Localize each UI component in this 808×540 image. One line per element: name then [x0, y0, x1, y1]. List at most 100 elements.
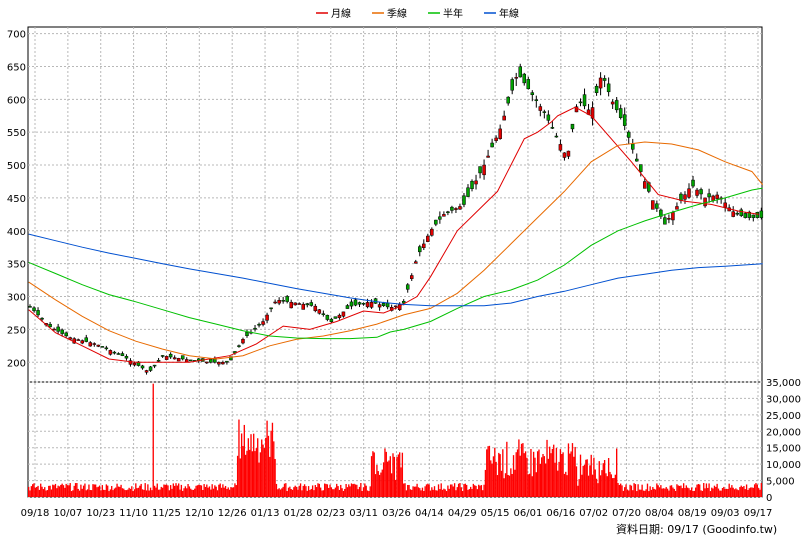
volume-bar [362, 487, 365, 497]
volume-bar [113, 488, 116, 497]
volume-bar [124, 490, 126, 497]
candle-body [377, 304, 382, 308]
volume-bar [305, 486, 307, 497]
candle-body [353, 299, 358, 306]
volume-bar [76, 483, 78, 497]
volume-bar [350, 483, 353, 497]
volume-bar [563, 473, 566, 497]
volume-bar [701, 490, 704, 497]
candle-body [743, 213, 748, 218]
volume-bar [658, 487, 661, 497]
volume-bar [441, 489, 444, 497]
volume-bar [729, 487, 732, 497]
volume-bar [313, 490, 315, 497]
candle-body [120, 353, 125, 356]
price-tick-label-0: 200 [7, 358, 26, 369]
volume-bar [578, 479, 580, 497]
volume-bar [77, 488, 79, 497]
price-tick-label-8: 600 [7, 95, 26, 106]
x-tick-label-10: 03/11 [349, 508, 378, 519]
volume-bar [480, 485, 483, 497]
candle-body [639, 164, 643, 172]
volume-bar [570, 451, 572, 497]
volume-bar [186, 488, 188, 497]
volume-bar [250, 434, 252, 497]
volume-bar [148, 490, 150, 497]
price-tick-label-9: 650 [7, 62, 26, 73]
volume-bar [744, 489, 746, 497]
volume-bar [453, 483, 456, 497]
volume-bar [526, 457, 528, 497]
volume-bar [444, 489, 446, 497]
x-tick-label-12: 04/14 [415, 508, 444, 519]
volume-bar [425, 484, 428, 497]
volume-bar [117, 486, 120, 497]
volume-bar [61, 483, 63, 497]
volume-bar [274, 458, 276, 497]
volume-bar [719, 490, 721, 497]
volume-bar [366, 490, 369, 497]
candle-body [52, 328, 56, 331]
volume-bar [669, 485, 671, 497]
x-tick-label-19: 08/04 [645, 508, 674, 519]
volume-bar [587, 475, 590, 497]
volume-bar [85, 490, 87, 497]
volume-bar [467, 489, 469, 497]
volume-bar [303, 484, 306, 497]
candle-body [152, 364, 157, 367]
volume-bar [298, 485, 300, 497]
volume-bar [535, 472, 537, 497]
candle-body [277, 300, 281, 304]
volume-bar [553, 444, 555, 497]
volume-bar [36, 486, 38, 497]
volume-bar [506, 441, 508, 497]
volume-bar [597, 483, 599, 497]
volume-bar [263, 448, 266, 497]
volume-bar [605, 473, 607, 497]
volume-bar [60, 484, 62, 497]
price-tick-label-5: 450 [7, 194, 26, 205]
volume-bar [550, 453, 552, 497]
volume-bar [459, 483, 461, 497]
volume-bar [691, 487, 693, 497]
volume-bar [700, 490, 702, 497]
volume-bar [613, 478, 615, 497]
candle-body [458, 206, 462, 210]
volume-bar [261, 439, 263, 497]
volume-bar [637, 484, 639, 497]
candle-body [68, 337, 72, 340]
candle-body [108, 350, 113, 355]
volume-bar [187, 484, 189, 497]
candle-body [683, 194, 687, 200]
price-tick-label-10: 700 [7, 30, 26, 41]
volume-bar [424, 486, 426, 497]
candle-body [365, 302, 370, 308]
volume-bar [437, 484, 440, 497]
candle-body [221, 362, 225, 365]
volume-bar [743, 486, 745, 497]
volume-bar [203, 484, 205, 497]
candle-body [148, 366, 153, 371]
volume-bar [133, 489, 136, 497]
volume-bar [267, 435, 270, 497]
volume-bar [349, 486, 351, 497]
volume-bar [156, 483, 158, 497]
volume-bar [246, 450, 248, 497]
candles [28, 63, 764, 375]
x-tick-label-18: 07/20 [612, 508, 641, 519]
legend-label-1: 季線 [387, 7, 407, 20]
volume-bar [57, 485, 59, 497]
candle-body [570, 123, 575, 130]
candle-body [409, 275, 414, 279]
candle-body [635, 158, 639, 162]
candle-body [80, 340, 84, 344]
volume-bar [376, 464, 378, 497]
volume-bar [610, 474, 612, 497]
volume-bar [338, 489, 341, 497]
candle-body [405, 284, 410, 290]
volume-bar [100, 490, 102, 497]
volume-bar [373, 452, 375, 497]
volume-bar [279, 489, 282, 497]
x-tick-label-6: 12/26 [218, 508, 247, 519]
price-tick-label-2: 300 [7, 293, 26, 304]
